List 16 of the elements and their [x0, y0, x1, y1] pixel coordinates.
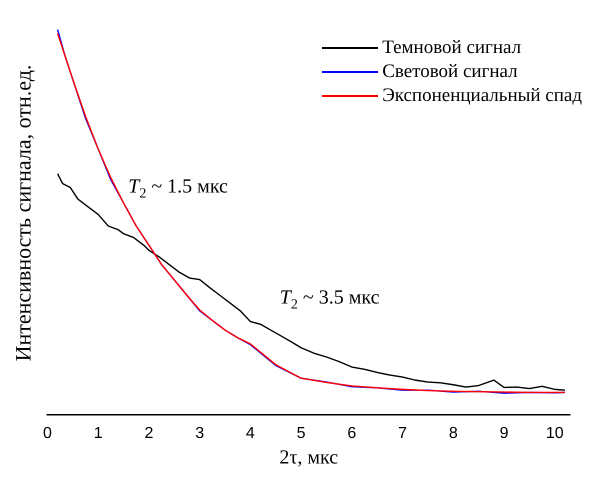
x-tick-label: 5: [296, 424, 306, 442]
x-tick-label: 4: [246, 424, 255, 442]
x-tick-label: 0: [42, 424, 52, 442]
x-tick-label: 6: [347, 424, 356, 442]
x-tick-label: 8: [448, 424, 458, 442]
x-tick-label: 7: [398, 424, 408, 442]
x-tick-label: 3: [195, 424, 204, 442]
legend-label: Световой сигнал: [382, 60, 518, 84]
x-tick-label: 9: [500, 424, 509, 442]
x-tick-label: 1: [94, 424, 103, 442]
legend-label: Темновой сигнал: [382, 36, 522, 60]
x-tick-label: 2: [144, 424, 154, 442]
y-axis-title: Интенсивность сигнала, отн.ед.: [10, 64, 36, 362]
x-tick-label: 10: [546, 424, 564, 442]
legend-label: Экспоненциальный спад: [382, 84, 582, 108]
x-axis-title: 2τ, мкс: [279, 446, 338, 468]
